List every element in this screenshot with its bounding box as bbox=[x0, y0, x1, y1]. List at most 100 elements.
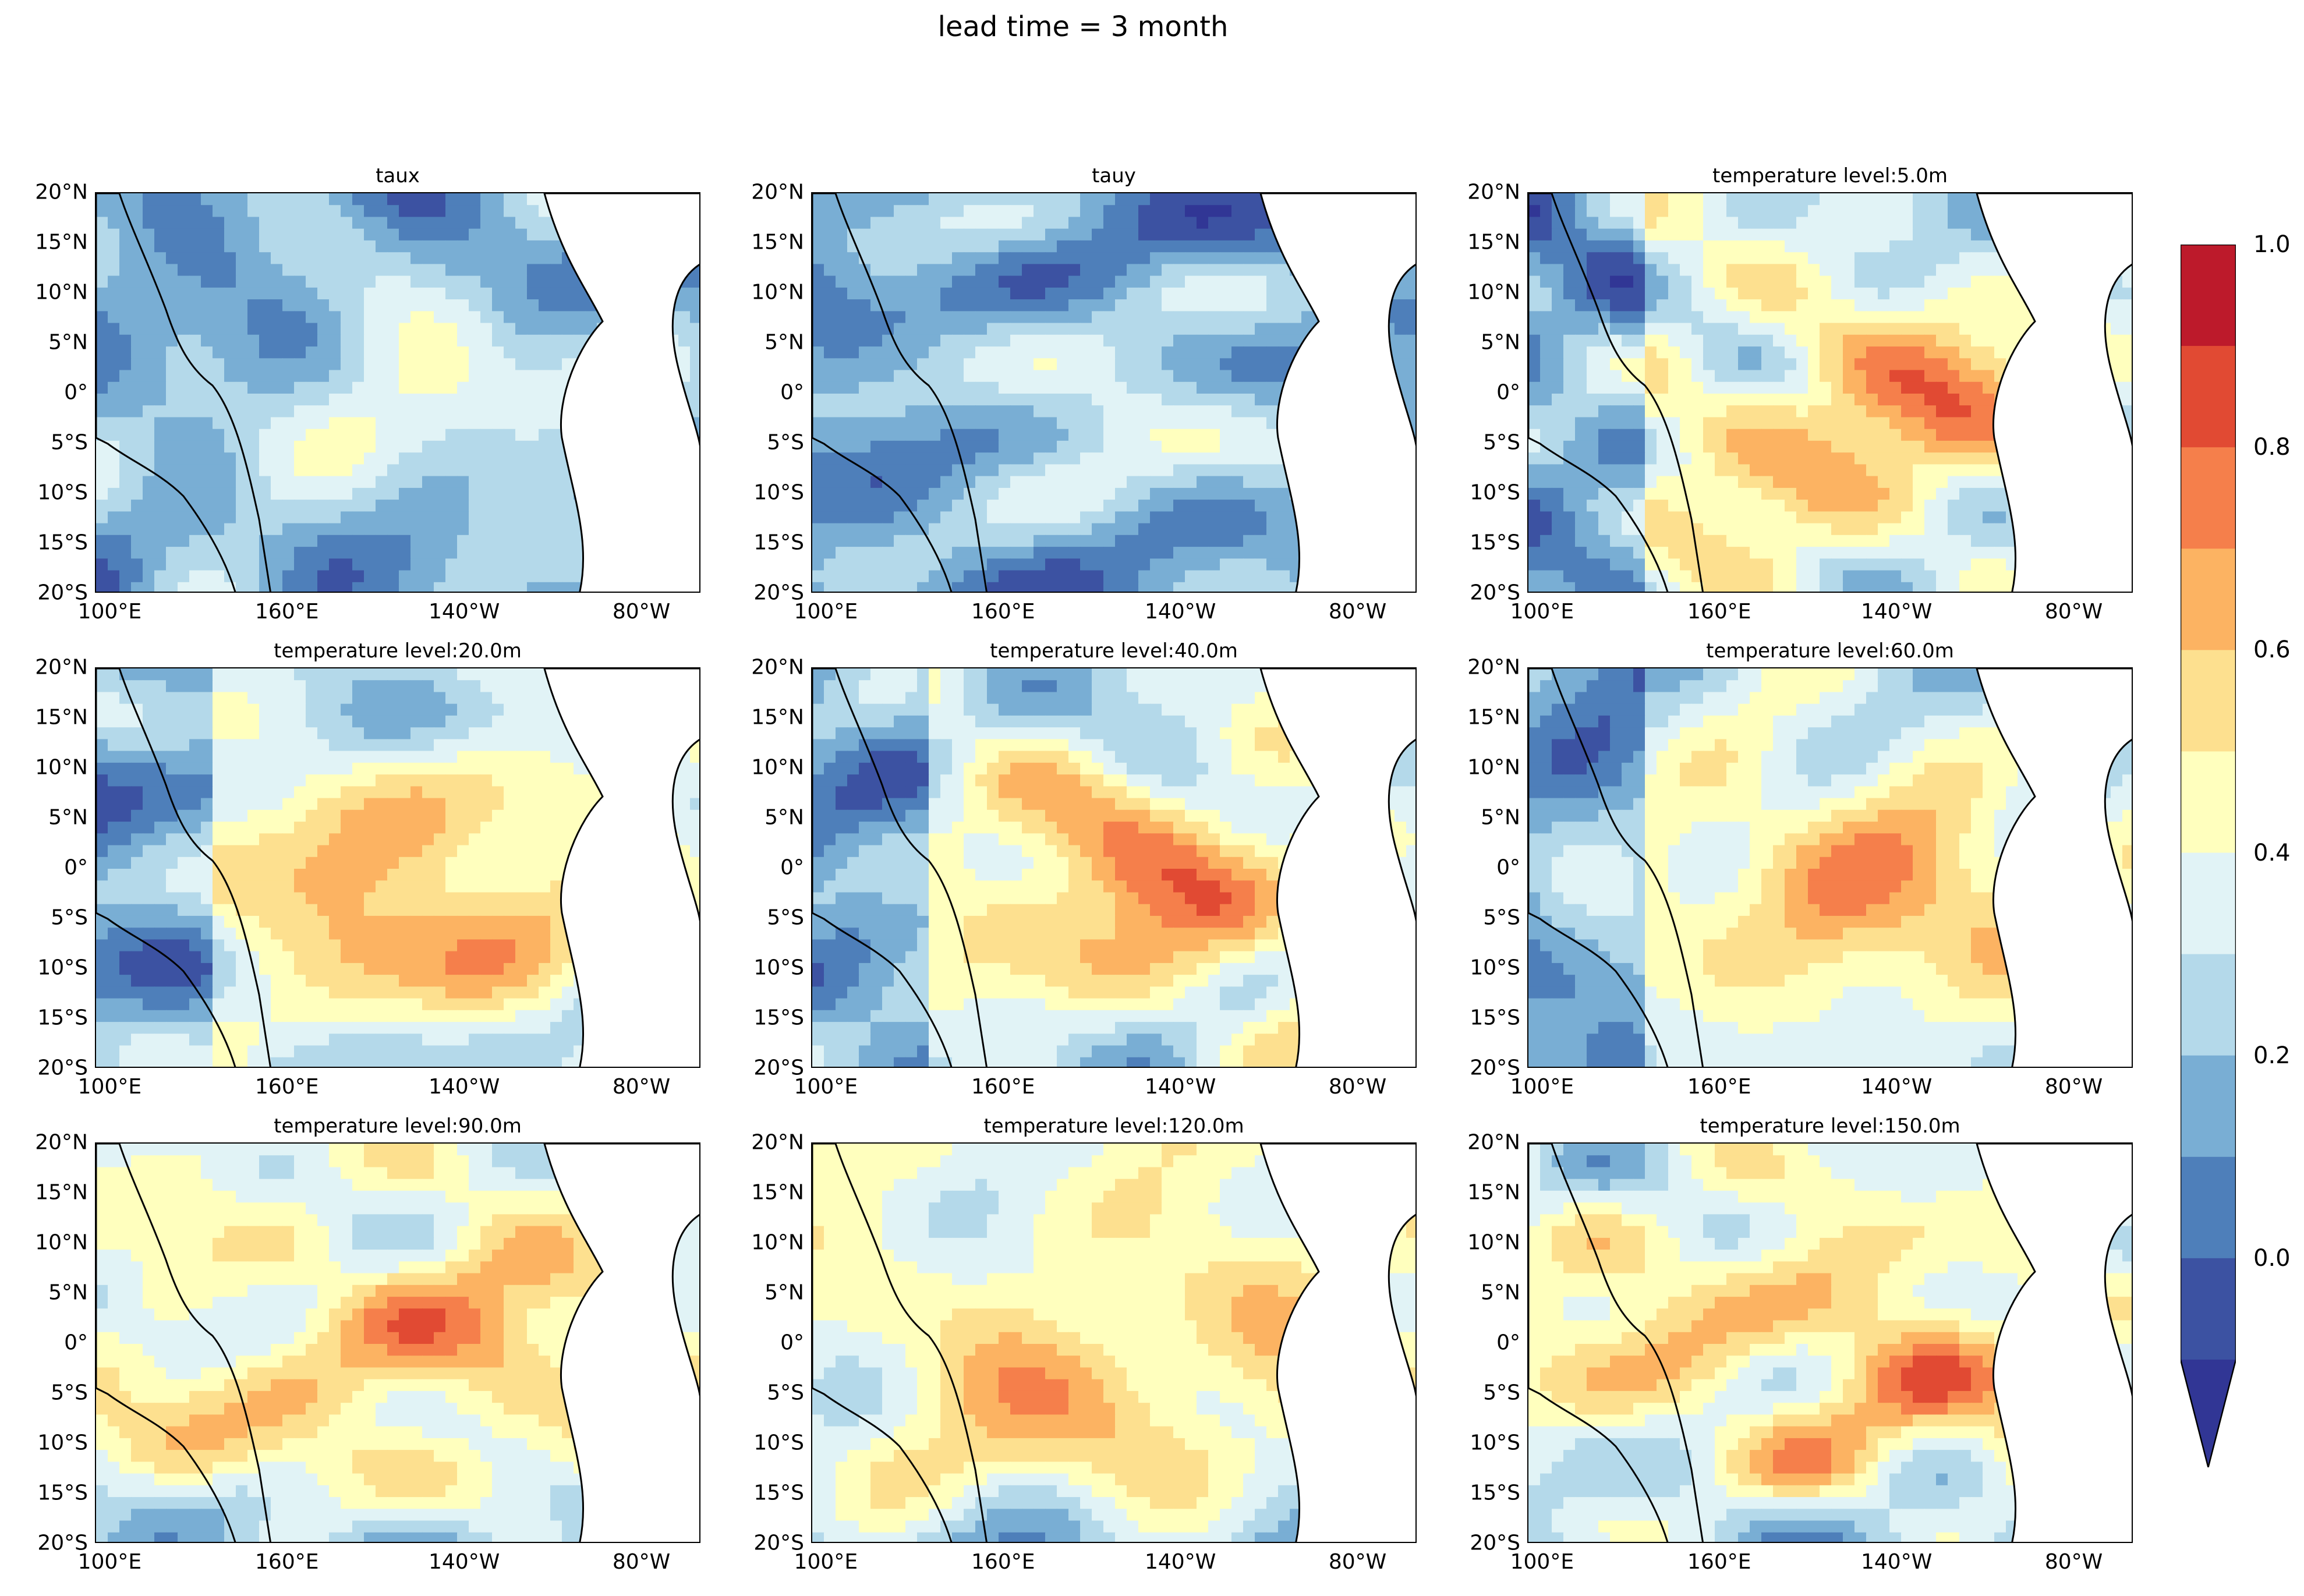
colorbar-segment bbox=[2181, 1055, 2236, 1158]
x-tick-label: 140°W bbox=[428, 1550, 500, 1574]
y-tick-label: 10°N bbox=[1467, 755, 1520, 780]
y-tick-label: 20°N bbox=[1467, 655, 1520, 680]
colorbar-tick-label: 1.0 bbox=[2253, 231, 2291, 258]
coastline-asia bbox=[96, 193, 271, 592]
y-tick-label: 5°N bbox=[765, 330, 804, 355]
y-tick-label: 15°S bbox=[753, 530, 804, 555]
colorbar-tick-label: 0.8 bbox=[2253, 434, 2291, 461]
y-tick-label: 10°N bbox=[35, 280, 88, 305]
figure-suptitle: lead time = 3 month bbox=[937, 10, 1229, 43]
coastline-americas bbox=[543, 668, 699, 1067]
y-tick-label: 10°N bbox=[751, 1230, 804, 1255]
y-tick-label: 10°S bbox=[753, 956, 804, 980]
coastline-asia bbox=[812, 193, 988, 592]
coastline-asia bbox=[812, 1144, 988, 1542]
colorbar-tick-label: 0.6 bbox=[2253, 636, 2291, 664]
colorbar-segment bbox=[2181, 548, 2236, 650]
coastline-asia bbox=[1528, 668, 1704, 1067]
y-tick-label: 10°S bbox=[37, 1431, 88, 1455]
y-tick-label: 5°S bbox=[767, 905, 804, 930]
contour-field bbox=[96, 193, 699, 592]
x-tick-label: 160°E bbox=[255, 600, 319, 624]
map-panel: temperature level:90.0m 20°N 15°N 10°N 5°N 0°… bbox=[35, 1114, 700, 1574]
coastline-americas bbox=[1976, 1144, 2132, 1542]
x-tick-label: 140°W bbox=[428, 1075, 500, 1099]
x-tick-label: 100°E bbox=[794, 1075, 858, 1099]
y-tick-label: 20°N bbox=[35, 655, 88, 680]
colorbar-segment bbox=[2181, 751, 2236, 854]
panel-title: temperature level:5.0m bbox=[1712, 164, 1948, 187]
y-tick-label: 10°S bbox=[1470, 1431, 1520, 1455]
coastline-americas bbox=[1976, 668, 2132, 1067]
contour-map bbox=[811, 667, 1417, 1068]
x-tick-label: 100°E bbox=[1510, 600, 1574, 624]
colorbar-segment bbox=[2181, 447, 2236, 549]
map-panel: temperature level:20.0m 20°N 15°N 10°N 5°N 0°… bbox=[35, 639, 700, 1099]
x-tick-label: 80°W bbox=[1328, 1550, 1387, 1574]
y-tick-label: 0° bbox=[64, 380, 88, 405]
colorbar-segment bbox=[2181, 954, 2236, 1056]
colorbar-segment bbox=[2181, 346, 2236, 448]
y-tick-label: 5°S bbox=[767, 430, 804, 455]
colorbar-segment bbox=[2181, 1258, 2236, 1360]
panel-title: temperature level:20.0m bbox=[274, 639, 522, 663]
panel-title: temperature level:90.0m bbox=[274, 1114, 522, 1138]
y-tick-label: 5°N bbox=[765, 805, 804, 830]
y-tick-label: 5°N bbox=[48, 805, 88, 830]
colorbar-segment bbox=[2181, 650, 2236, 752]
y-tick-label: 0° bbox=[64, 1330, 88, 1355]
contour-field bbox=[812, 668, 1415, 1067]
contour-map bbox=[95, 192, 700, 593]
map-panel: temperature level:40.0m 20°N 15°N 10°N 5°N 0°… bbox=[751, 639, 1417, 1099]
x-tick-label: 140°W bbox=[1144, 600, 1216, 624]
x-tick-label: 160°E bbox=[1687, 1550, 1751, 1574]
y-tick-label: 20°S bbox=[37, 581, 88, 605]
contour-map bbox=[1527, 1142, 2133, 1543]
y-tick-label: 5°N bbox=[48, 1280, 88, 1305]
y-tick-label: 15°S bbox=[37, 1006, 88, 1030]
y-tick-label: 10°S bbox=[37, 480, 88, 505]
x-tick-label: 100°E bbox=[1510, 1075, 1574, 1099]
y-tick-label: 15°S bbox=[37, 530, 88, 555]
colorbar-extend-min bbox=[2181, 1360, 2236, 1467]
x-tick-label: 140°W bbox=[1860, 1075, 1933, 1099]
x-tick-label: 80°W bbox=[612, 1075, 671, 1099]
y-tick-label: 15°N bbox=[1467, 705, 1520, 730]
y-tick-label: 10°S bbox=[1470, 956, 1520, 980]
y-tick-label: 0° bbox=[780, 380, 804, 405]
y-tick-label: 20°N bbox=[751, 1130, 804, 1155]
x-tick-label: 160°E bbox=[255, 1075, 319, 1099]
x-tick-label: 160°E bbox=[255, 1550, 319, 1574]
y-tick-label: 20°S bbox=[753, 1531, 804, 1555]
coastline-americas bbox=[1976, 193, 2132, 592]
y-tick-label: 5°S bbox=[1483, 905, 1520, 930]
y-tick-label: 10°S bbox=[37, 956, 88, 980]
x-tick-label: 100°E bbox=[1510, 1550, 1574, 1574]
y-tick-label: 20°N bbox=[1467, 1130, 1520, 1155]
coastline-asia bbox=[1528, 1144, 1704, 1542]
y-tick-label: 10°S bbox=[753, 480, 804, 505]
contour-map bbox=[95, 1142, 700, 1543]
colorbar-outline bbox=[2181, 245, 2236, 1467]
y-tick-label: 20°N bbox=[751, 655, 804, 680]
y-tick-label: 5°N bbox=[48, 330, 88, 355]
x-tick-label: 140°W bbox=[1860, 600, 1933, 624]
y-tick-label: 0° bbox=[1496, 1330, 1520, 1355]
contour-field bbox=[1528, 1144, 2132, 1542]
y-tick-label: 10°S bbox=[753, 1431, 804, 1455]
y-tick-label: 15°S bbox=[753, 1481, 804, 1505]
y-tick-label: 5°N bbox=[1481, 805, 1520, 830]
contour-field bbox=[96, 668, 699, 1067]
coastline-americas bbox=[1259, 668, 1415, 1067]
x-tick-label: 80°W bbox=[1328, 1075, 1387, 1099]
y-tick-label: 15°N bbox=[751, 1180, 804, 1205]
contour-field bbox=[1528, 193, 2132, 592]
y-tick-label: 10°N bbox=[35, 755, 88, 780]
x-tick-label: 100°E bbox=[77, 1550, 142, 1574]
x-tick-label: 140°W bbox=[1144, 1550, 1216, 1574]
y-tick-label: 10°N bbox=[1467, 280, 1520, 305]
y-tick-label: 5°S bbox=[1483, 1381, 1520, 1405]
contour-field bbox=[812, 193, 1415, 592]
y-tick-label: 20°N bbox=[35, 1130, 88, 1155]
y-tick-label: 5°N bbox=[765, 1280, 804, 1305]
